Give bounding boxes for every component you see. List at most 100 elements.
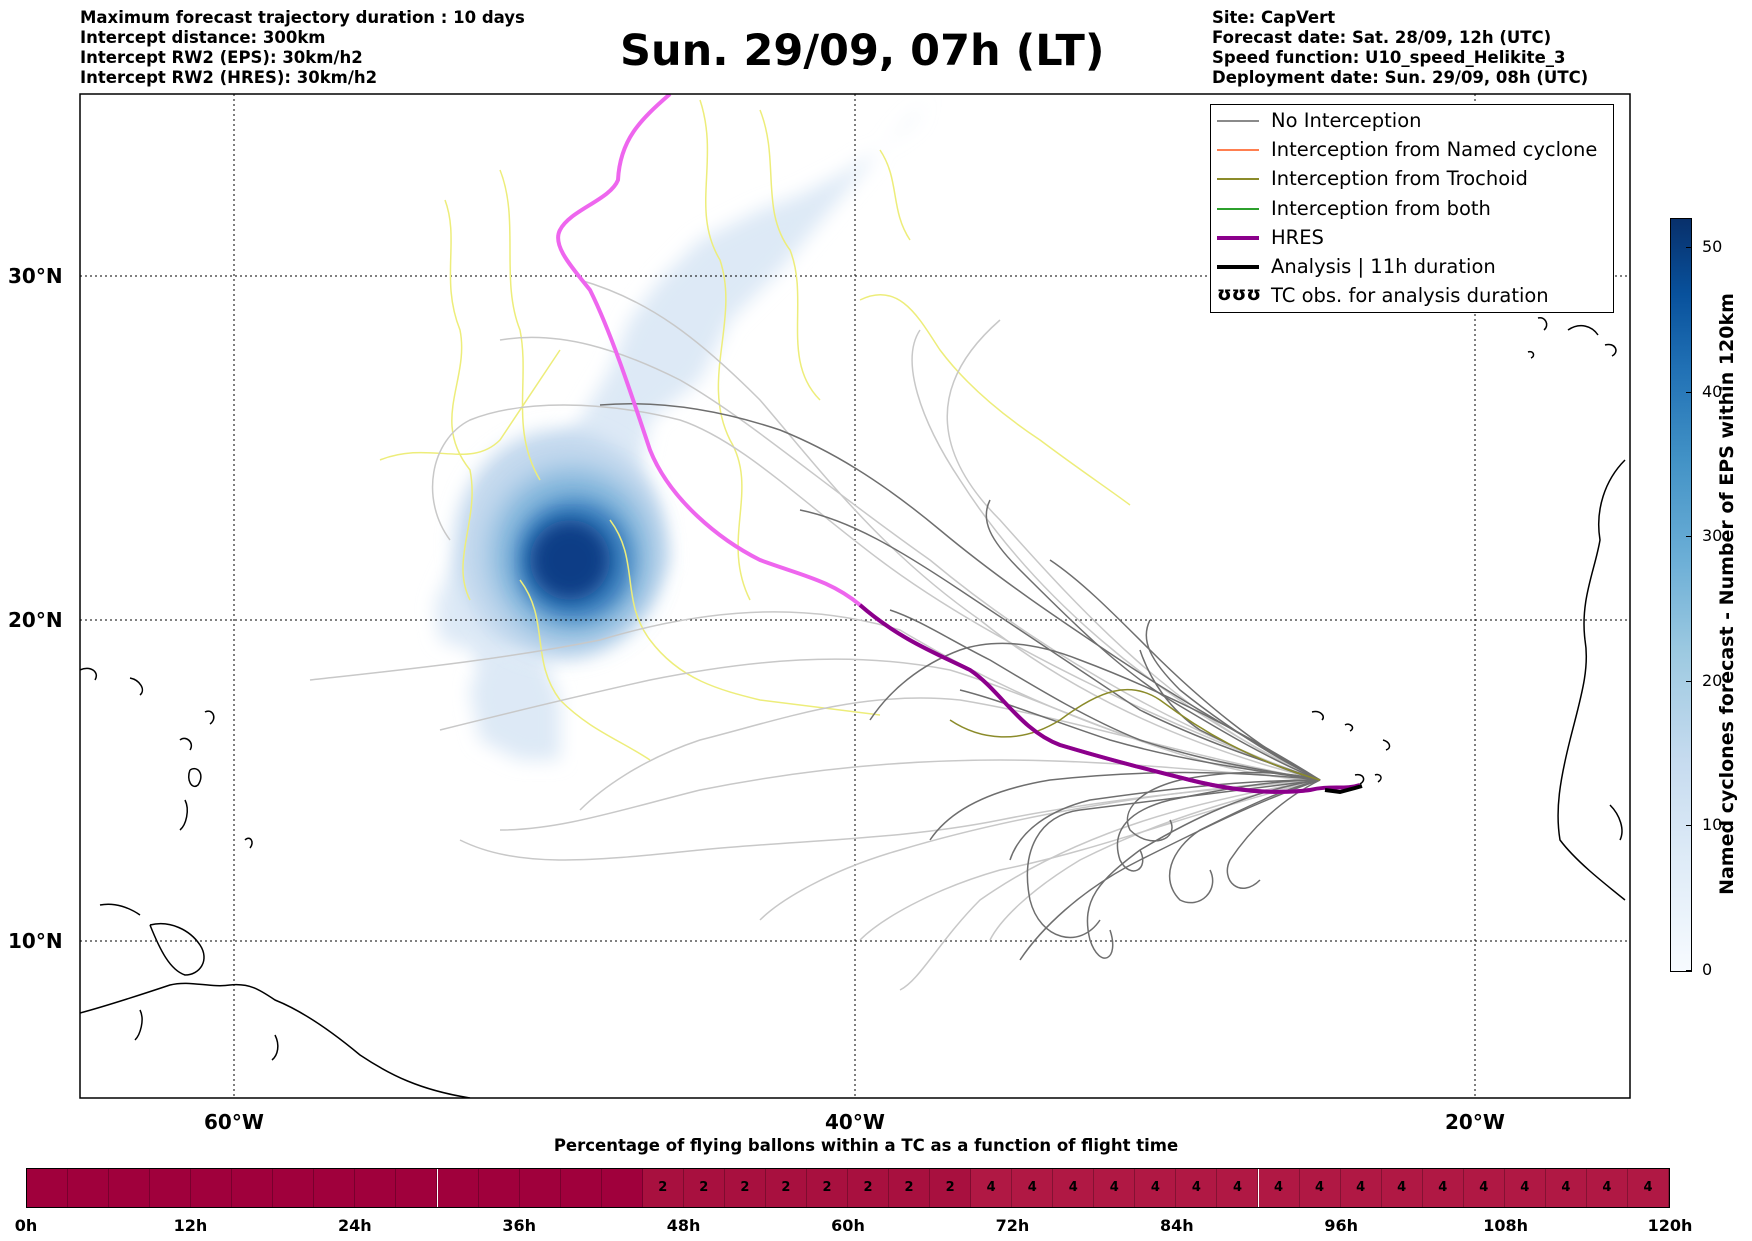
analysis-track: [1324, 784, 1363, 795]
max-duration-text: Maximum forecast trajectory duration : 1…: [80, 8, 525, 27]
timeline-cell: 2: [642, 1169, 684, 1207]
timeline-cell: 4: [1586, 1169, 1628, 1207]
lon-tick-40w: 40°W: [825, 1110, 885, 1134]
timeline-cell: 2: [724, 1169, 766, 1207]
lat-tick-10n: 10°N: [8, 929, 63, 953]
timeline-tick-label: 24h: [337, 1216, 372, 1235]
lon-tick-20w: 20°W: [1445, 1110, 1505, 1134]
site-text: Site: CapVert: [1212, 8, 1336, 27]
timeline-cell: [396, 1169, 438, 1207]
timeline-tick-label: 72h: [995, 1216, 1030, 1235]
timeline-tick-label: 12h: [173, 1216, 208, 1235]
lat-tick-30n: 30°N: [8, 264, 63, 288]
map-title: Sun. 29/09, 07h (LT): [620, 26, 1105, 76]
forecast-date-text: Forecast date: Sat. 28/09, 12h (UTC): [1212, 28, 1552, 47]
percentage-bar-title: Percentage of flying ballons within a TC…: [553, 1136, 1179, 1155]
timeline-cell: [27, 1169, 69, 1207]
timeline-cell: [478, 1169, 520, 1207]
trochoid-tracks: [379, 99, 1131, 761]
legend-swatch: [1217, 207, 1259, 210]
intercept-eps-text: Intercept RW2 (EPS): 30km/h2: [80, 48, 363, 67]
timeline-cell: [150, 1169, 192, 1207]
timeline-cell: [560, 1169, 602, 1207]
dark-gray-tracks: [599, 403, 1321, 961]
timeline-tick-label: 60h: [831, 1216, 865, 1235]
timeline-cell: [191, 1169, 233, 1207]
timeline-cell: 4: [1258, 1169, 1300, 1207]
colorbar-label-text: Named cyclones forecast - Number of EPS …: [1716, 293, 1738, 895]
density-colorbar: [1670, 218, 1692, 972]
legend-label: TC obs. for analysis duration: [1271, 284, 1549, 308]
colorbar-tick-mark: [1686, 970, 1691, 971]
timeline-cell: 4: [1627, 1169, 1669, 1207]
legend-label: HRES: [1271, 225, 1324, 249]
colorbar-tick-mark: [1686, 825, 1691, 827]
colorbar-tick-mark: [1686, 246, 1691, 248]
coastlines: [80, 316, 1626, 1098]
timeline-tick-label: 84h: [1159, 1216, 1194, 1235]
colorbar-tick-mark: [1686, 680, 1691, 682]
timeline-cell: 2: [806, 1169, 848, 1207]
colorbar-tick-label: 50: [1702, 236, 1723, 256]
legend-label: Interception from both: [1271, 196, 1491, 220]
timeline-tick-label: 36h: [502, 1216, 537, 1235]
legend-label: No Interception: [1271, 109, 1422, 132]
timeline-cell: [355, 1169, 397, 1207]
timeline-cell: [437, 1169, 479, 1207]
timeline-cell: 4: [1299, 1169, 1341, 1207]
timeline-cell: [314, 1169, 356, 1207]
timeline-cell: 4: [971, 1169, 1013, 1207]
intercept-hres-text: Intercept RW2 (HRES): 30km/h2: [80, 68, 378, 87]
colorbar-tick-label: 10: [1702, 815, 1723, 835]
timeline-cell: 2: [930, 1169, 972, 1207]
timeline-cell: [273, 1169, 315, 1207]
timeline-cell: 2: [765, 1169, 807, 1207]
legend-swatch: [1217, 149, 1259, 152]
timeline-cell: [68, 1169, 110, 1207]
legend-swatch: [1217, 120, 1259, 122]
colorbar-tick-mark: [1686, 391, 1691, 393]
deployment-date-text: Deployment date: Sun. 29/09, 08h (UTC): [1212, 68, 1589, 87]
legend-label: Interception from Trochoid: [1271, 167, 1528, 191]
legend-item-tc-obs: ʊʊʊ TC obs. for analysis duration: [1211, 282, 1613, 311]
legend-label: Analysis | 11h duration: [1271, 254, 1496, 278]
colorbar-tick-label: 20: [1702, 670, 1723, 690]
cyclone-density-field: [435, 94, 930, 760]
forecast-settings: Maximum forecast trajectory duration : 1…: [80, 8, 525, 88]
timeline-cell: 4: [1217, 1169, 1259, 1207]
legend-item-hres: HRES: [1211, 224, 1613, 253]
timeline-tick-label: 120h: [1647, 1216, 1693, 1235]
timeline-tick-label: 108h: [1483, 1216, 1528, 1235]
legend-item-analysis: Analysis | 11h duration: [1211, 253, 1613, 282]
timeline-cell: 4: [1381, 1169, 1423, 1207]
colorbar-tick-mark: [1686, 536, 1691, 538]
timeline-cell: 4: [1463, 1169, 1505, 1207]
timeline-cell: [519, 1169, 561, 1207]
intercept-distance-text: Intercept distance: 300km: [80, 28, 326, 47]
lat-tick-20n: 20°N: [8, 608, 63, 632]
timeline-cell: 2: [683, 1169, 725, 1207]
timeline-cell: 4: [1094, 1169, 1136, 1207]
legend-item-no-interception: No Interception: [1211, 107, 1613, 136]
legend-swatch: [1217, 178, 1259, 181]
map-frame: [79, 93, 1631, 1099]
timeline-cell: 4: [1422, 1169, 1464, 1207]
timeline-cell: 2: [848, 1169, 890, 1207]
timeline-cell: 4: [1053, 1169, 1095, 1207]
timeline-tick-label: 0h: [14, 1216, 38, 1235]
trochoid-interception-track: [949, 688, 1321, 781]
colorbar-tick-label: 0: [1702, 960, 1713, 979]
site-info: Site: CapVert Forecast date: Sat. 28/09,…: [1212, 8, 1588, 88]
timeline-cell: 4: [1012, 1169, 1054, 1207]
hres-forecast-track: [858, 603, 1361, 794]
timeline-cell: 4: [1176, 1169, 1218, 1207]
colorbar-tick-label: 30: [1702, 526, 1723, 546]
timeline-cell: 4: [1545, 1169, 1587, 1207]
lon-tick-60w: 60°W: [204, 1110, 264, 1134]
timeline-cell: [109, 1169, 151, 1207]
legend-label: Interception from Named cyclone: [1271, 138, 1598, 162]
timeline-cell: 4: [1135, 1169, 1177, 1207]
timeline-tick-label: 48h: [666, 1216, 701, 1235]
